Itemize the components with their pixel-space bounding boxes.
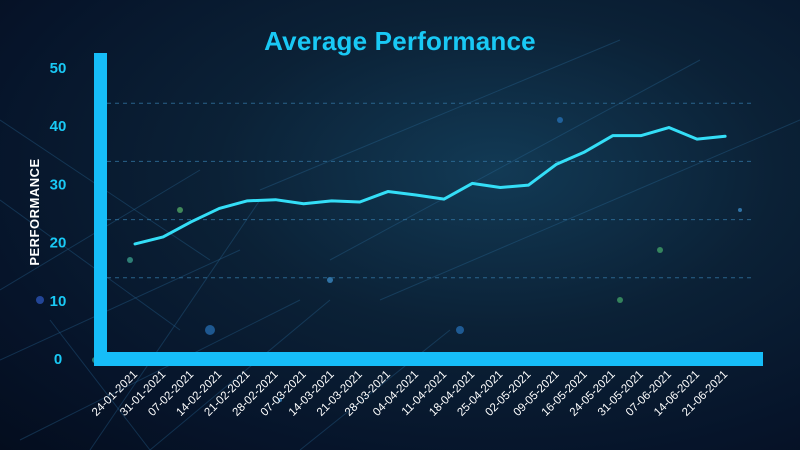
data-point	[358, 200, 361, 204]
data-point	[330, 199, 333, 203]
data-point	[555, 162, 558, 166]
network-node	[127, 257, 133, 263]
y-tick-label: 10	[50, 293, 67, 310]
network-line	[19, 299, 301, 441]
y-tick-label: 50	[50, 60, 67, 77]
network-node	[278, 398, 282, 402]
network-line	[0, 199, 181, 331]
data-point	[302, 202, 305, 205]
data-point	[611, 134, 614, 137]
data-point	[583, 150, 586, 154]
y-tick-label: 20	[50, 235, 67, 252]
data-point	[442, 197, 446, 201]
data-point	[274, 198, 277, 201]
data-point	[639, 134, 642, 137]
network-line	[299, 329, 451, 450]
data-point	[190, 220, 193, 224]
network-line	[379, 119, 800, 301]
y-tick-label: 0	[54, 351, 62, 368]
chart-title: Average Performance	[264, 26, 536, 56]
network-node	[327, 277, 333, 283]
data-point	[471, 182, 474, 185]
network-line	[329, 59, 701, 261]
y-tick-label: 40	[50, 118, 67, 135]
network-line	[0, 249, 241, 361]
network-line	[49, 319, 151, 450]
network-node	[177, 207, 183, 213]
x-axis-line	[94, 352, 763, 366]
network-node	[657, 247, 663, 253]
data-point	[386, 190, 390, 193]
data-point	[246, 199, 249, 203]
data-point	[527, 183, 530, 187]
data-point	[723, 135, 727, 138]
network-node	[557, 117, 563, 123]
network-line	[89, 199, 261, 450]
network-node	[205, 325, 215, 335]
data-point	[695, 137, 699, 141]
network-node	[456, 326, 464, 334]
data-point	[161, 235, 165, 239]
y-axis-line	[94, 53, 107, 366]
y-tick-label: 30	[50, 176, 67, 193]
network-node	[738, 208, 742, 212]
data-point	[499, 186, 502, 189]
network-line	[149, 299, 331, 450]
series-line	[133, 126, 727, 246]
data-point	[133, 242, 137, 246]
network-node	[36, 296, 44, 304]
data-point	[414, 193, 418, 197]
data-point	[667, 126, 671, 129]
network-node	[617, 297, 623, 303]
data-point	[218, 207, 221, 210]
network-line	[259, 39, 621, 191]
